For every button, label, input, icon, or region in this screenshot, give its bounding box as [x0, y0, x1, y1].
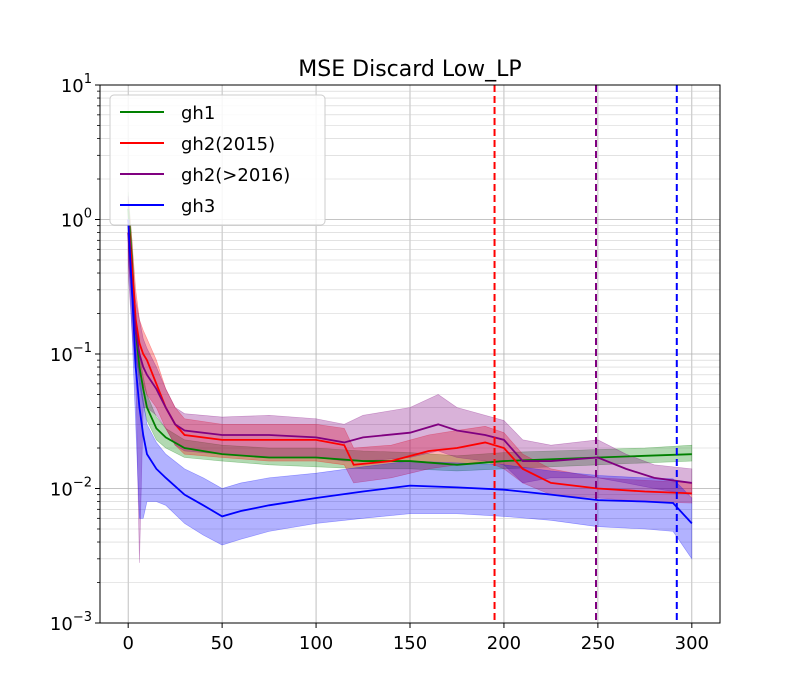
x-tick-label: 50 — [211, 633, 234, 654]
y-tick-label: 101 — [61, 72, 92, 97]
legend-label: gh3 — [181, 196, 215, 217]
series-line-gh3 — [127, 219, 693, 525]
x-tick-label: 300 — [675, 633, 709, 654]
legend-label: gh1 — [181, 103, 215, 124]
y-tick-label: 10−3 — [50, 610, 92, 635]
y-tick-label: 100 — [61, 207, 92, 232]
series-line-gh2(>2016) — [127, 232, 692, 484]
y-tick-label: 10−2 — [50, 476, 92, 501]
band-gh2(>2016) — [127, 204, 693, 563]
series-line-gh1 — [127, 208, 692, 466]
series-lines — [127, 208, 693, 525]
band-gh2(2015) — [127, 195, 693, 504]
legend-label: gh2(2015) — [181, 134, 275, 155]
reference-lines — [493, 85, 678, 623]
x-tick-label: 250 — [581, 633, 615, 654]
legend-label: gh2(>2016) — [181, 165, 290, 186]
x-tick-label: 0 — [122, 633, 133, 654]
y-axis: 10−3 10−2 10−1 100 101 — [50, 72, 100, 635]
x-axis: 0 50 100 150 200 250 300 — [122, 623, 709, 654]
y-tick-label: 10−1 — [50, 341, 92, 366]
band-gh1 — [127, 192, 693, 472]
legend-box — [109, 94, 326, 226]
series-line-gh2(2015) — [127, 219, 692, 495]
legend: gh1 gh2(2015) gh2(>2016) gh3 — [109, 94, 326, 226]
x-tick-label: 100 — [299, 633, 333, 654]
chart-title: MSE Discard Low_LP — [298, 57, 521, 82]
x-tick-label: 200 — [487, 633, 521, 654]
x-tick-label: 150 — [393, 633, 427, 654]
